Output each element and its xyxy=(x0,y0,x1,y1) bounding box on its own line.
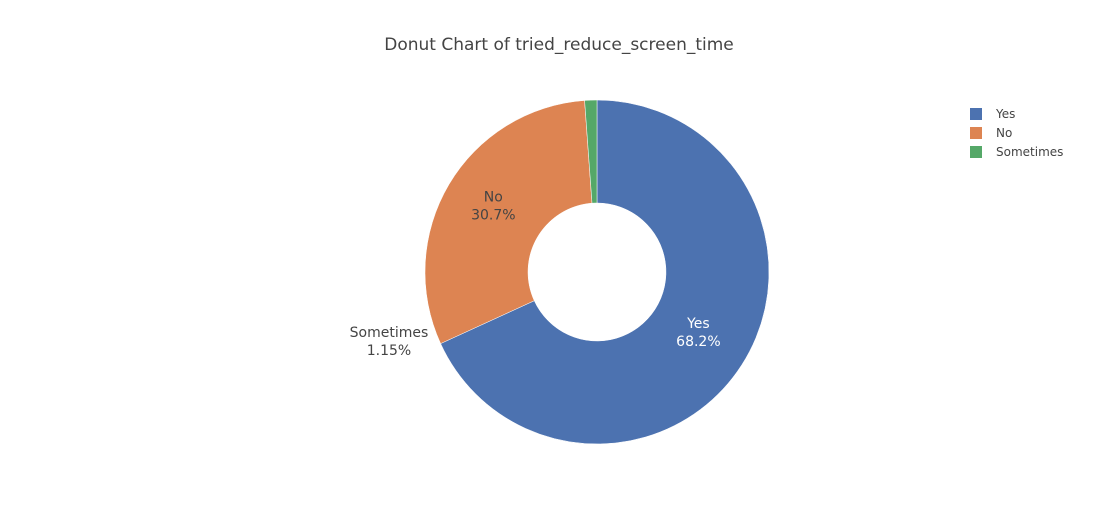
legend-label-yes: Yes xyxy=(995,107,1015,121)
slice-label-yes: Yes xyxy=(686,316,710,332)
legend-swatch-sometimes xyxy=(970,146,982,158)
legend: Yes No Sometimes xyxy=(970,107,1063,159)
chart-title: Donut Chart of tried_reduce_screen_time xyxy=(384,35,734,55)
slice-labels: Yes 68.2% No 30.7% Sometimes 1.15% xyxy=(350,190,721,359)
slice-label-no: No xyxy=(484,190,503,206)
slice-sometimes[interactable] xyxy=(584,99,598,204)
slice-percent-no: 30.7% xyxy=(471,208,515,224)
slice-percent-yes: 68.2% xyxy=(676,334,720,350)
legend-item-no[interactable]: No xyxy=(970,126,1012,140)
legend-swatch-no xyxy=(970,127,982,139)
legend-item-sometimes[interactable]: Sometimes xyxy=(970,145,1063,159)
legend-item-yes[interactable]: Yes xyxy=(970,107,1015,121)
donut-slices xyxy=(424,99,770,445)
legend-label-sometimes: Sometimes xyxy=(996,145,1063,159)
slice-no[interactable] xyxy=(424,100,593,344)
slice-percent-sometimes: 1.15% xyxy=(367,343,411,359)
slice-yes[interactable] xyxy=(440,99,770,445)
slice-label-sometimes: Sometimes xyxy=(350,325,429,341)
legend-swatch-yes xyxy=(970,108,982,120)
legend-label-no: No xyxy=(996,126,1012,140)
